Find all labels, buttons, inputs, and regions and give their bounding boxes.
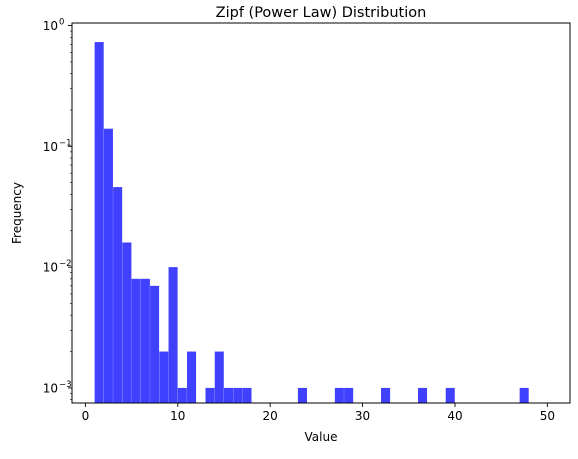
bars-group [94,42,529,403]
y-tick-exponent: −1 [59,138,72,148]
y-tick-exponent: −2 [59,259,72,269]
histogram-bar [168,267,178,403]
histogram-bar [297,387,307,403]
axes-frame [71,22,571,404]
y-tick-exponent: 0 [59,18,64,28]
histogram-bar [381,387,391,403]
histogram-bar [150,285,160,403]
histogram-bar [122,242,132,403]
histogram-bar [113,187,123,403]
histogram-bar [131,278,141,403]
histogram-bar [205,387,215,403]
y-tick-base: 10 [43,19,58,33]
y-tick-exponent: −3 [59,380,72,390]
y-tick-label: 10 [43,19,58,33]
x-axis-label: Value [305,430,338,444]
histogram-bar [140,278,150,403]
histogram-bar [344,387,354,403]
histogram-bar [187,351,197,403]
histogram-bar [242,387,252,403]
histogram-bar [94,42,104,403]
histogram-bar [519,387,529,403]
histogram-bar [214,351,224,403]
histogram-bar [233,387,243,403]
histogram-bar [177,387,187,403]
x-tick-label: 20 [263,409,278,423]
histogram-bar [418,387,428,403]
x-tick-label: 40 [447,409,462,423]
y-tick-label: 10 [43,140,58,154]
y-tick-label: 10 [43,381,58,395]
y-axis-label: Frequency [10,182,24,244]
x-tick-label: 30 [355,409,370,423]
histogram-bar [334,387,344,403]
histogram-bar [445,387,455,403]
y-tick-base: 10 [43,261,58,275]
histogram-bar [223,387,234,403]
histogram-bar [159,351,169,403]
x-tick-label: 0 [82,409,90,423]
chart-title: Zipf (Power Law) Distribution [216,5,427,21]
y-tick-base: 10 [43,140,58,154]
x-tick-label: 50 [540,409,555,423]
y-tick-label: 10 [43,261,58,275]
histogram-bar [103,128,113,403]
x-tick-label: 10 [170,409,185,423]
y-tick-base: 10 [43,381,58,395]
x-axis-ticks: 0 10 20 30 40 50 [82,403,555,423]
